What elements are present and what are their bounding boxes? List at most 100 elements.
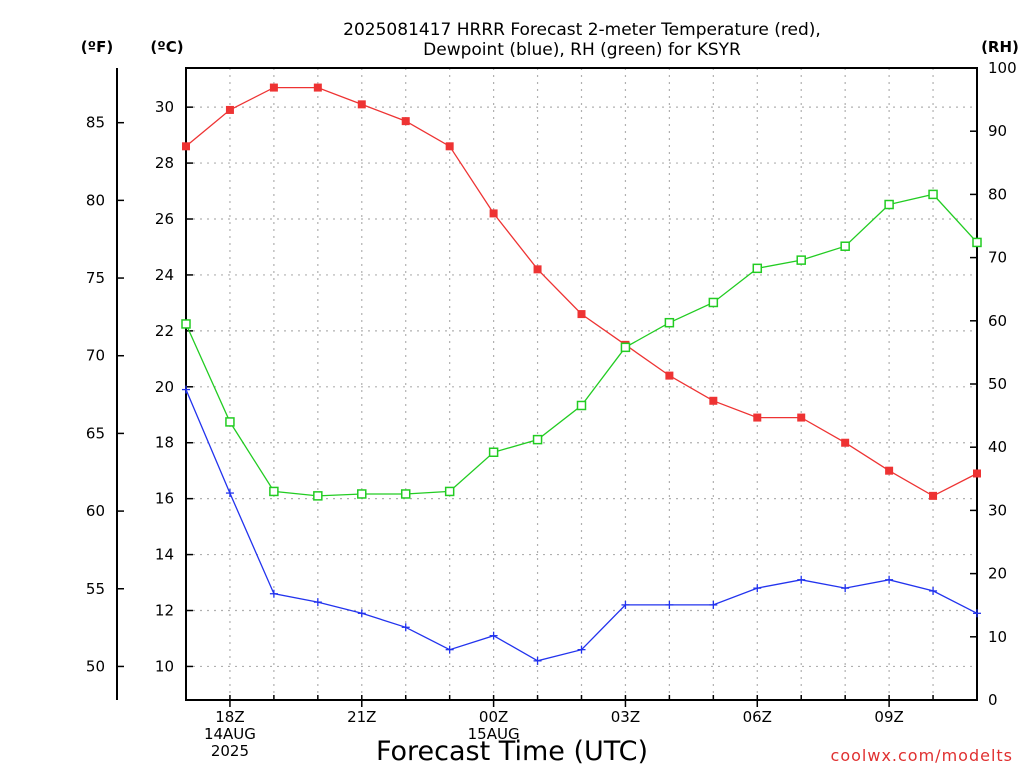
temperature-point — [445, 142, 454, 151]
celsius-tick-label: 10 — [155, 657, 174, 675]
rh-tick-label: 0 — [988, 691, 998, 709]
dewpoint-point — [445, 645, 454, 654]
rh-point — [796, 255, 806, 265]
fahrenheit-tick-label: 65 — [86, 424, 105, 442]
dewpoint-point — [577, 645, 586, 654]
x-tick-label: 2025 — [211, 742, 249, 760]
chart-title-line1: 2025081417 HRRR Forecast 2-meter Tempera… — [343, 20, 821, 40]
rh-point — [488, 447, 499, 458]
rh-point — [357, 489, 367, 499]
temperature-point — [797, 413, 806, 422]
celsius-tick-label: 30 — [155, 98, 174, 116]
rh-point — [664, 317, 675, 328]
rh-tick-label: 100 — [988, 59, 1017, 77]
fahrenheit-tick-label: 70 — [86, 347, 105, 365]
temperature-point — [929, 491, 938, 500]
temperature-point — [225, 105, 234, 114]
celsius-tick-label: 14 — [155, 546, 174, 564]
dewpoint-point — [841, 584, 850, 593]
rh-tick-label: 40 — [988, 438, 1007, 456]
rh-tick-label: 70 — [988, 249, 1007, 267]
temperature-line — [185, 86, 978, 497]
temperature-point — [269, 83, 278, 92]
data-series — [181, 83, 982, 665]
dewpoint-point — [885, 575, 894, 584]
fahrenheit-tick-label: 50 — [86, 657, 105, 675]
rh-point — [181, 319, 191, 329]
dewpoint-point — [797, 575, 806, 584]
dewpoint-point — [269, 589, 278, 598]
rh-tick-label: 80 — [988, 185, 1007, 203]
celsius-tick-label: 26 — [155, 210, 174, 228]
dewpoint-point — [621, 600, 630, 609]
dewpoint-point — [665, 600, 674, 609]
x-tick-label: 21Z — [347, 708, 376, 726]
dewpoint-point — [225, 489, 234, 498]
rh-tick-label: 20 — [988, 565, 1007, 583]
chart-title-line2: Dewpoint (blue), RH (green) for KSYR — [423, 40, 741, 60]
rh-tick-label: 90 — [988, 122, 1007, 140]
dewpoint-point — [973, 609, 981, 618]
rh-tick-label: 60 — [988, 312, 1007, 330]
temperature-point — [973, 469, 981, 478]
dewpoint-point — [182, 385, 190, 394]
temperature-point — [709, 396, 718, 405]
fahrenheit-tick-label: 55 — [86, 580, 105, 598]
dewpoint-point — [753, 584, 762, 593]
temperature-point — [313, 83, 322, 92]
fahrenheit-tick-label: 60 — [86, 502, 105, 520]
rh-tick-label: 10 — [988, 628, 1007, 646]
rh-point — [269, 486, 279, 497]
temperature-point — [885, 466, 894, 475]
rh-tick-label: 30 — [988, 501, 1007, 519]
rh-point — [444, 486, 455, 497]
dewpoint-point — [401, 623, 410, 632]
celsius-tick-label: 18 — [155, 434, 174, 452]
rh-point — [313, 491, 323, 501]
dewpoint-line — [185, 389, 978, 662]
fahrenheit-tick-label: 85 — [86, 114, 105, 132]
x-tick-label: 03Z — [611, 708, 640, 726]
axes — [116, 67, 978, 707]
rh-point — [972, 237, 982, 248]
celsius-tick-label: 16 — [155, 490, 174, 508]
temperature-point — [665, 371, 674, 380]
dewpoint-point — [709, 600, 718, 609]
rh-unit-label: (RH) — [981, 38, 1019, 56]
celsius-tick-label: 28 — [155, 154, 174, 172]
temperature-point — [182, 142, 190, 151]
x-tick-label: 06Z — [743, 708, 772, 726]
rh-tick-label: 50 — [988, 375, 1007, 393]
rh-point — [620, 342, 631, 353]
fahrenheit-tick-label: 80 — [86, 191, 105, 209]
tick-labels: 10 12 14 16 18 20 22 24 26 28 30 50 55 60 65 70 75 80 85 0 1… — [86, 59, 1017, 760]
x-tick-label: 15AUG — [468, 725, 520, 743]
dewpoint-point — [929, 586, 938, 595]
rh-point — [884, 199, 894, 210]
rh-point — [928, 189, 938, 200]
grid-lines — [186, 68, 977, 700]
celsius-tick-label: 20 — [155, 378, 174, 396]
celsius-unit-label: (ºC) — [150, 38, 183, 56]
rh-point — [708, 297, 719, 308]
dewpoint-point — [357, 609, 366, 618]
dewpoint-point — [313, 598, 322, 607]
x-axis-label: Forecast Time (UTC) — [376, 736, 648, 767]
x-tick-label: 09Z — [874, 708, 903, 726]
rh-point — [752, 263, 763, 274]
x-tick-label: 00Z — [479, 708, 508, 726]
rh-point — [576, 400, 587, 411]
temperature-point — [533, 265, 542, 274]
temperature-point — [577, 310, 586, 319]
x-tick-label: 14AUG — [204, 725, 256, 743]
dewpoint-point — [533, 656, 542, 665]
temperature-point — [489, 209, 498, 218]
dewpoint-point — [489, 631, 498, 640]
rh-point — [532, 434, 543, 445]
celsius-tick-label: 24 — [155, 266, 174, 284]
temperature-point — [753, 413, 762, 422]
fahrenheit-tick-label: 75 — [86, 269, 105, 287]
temperature-point — [401, 117, 410, 126]
temperature-point — [841, 438, 850, 447]
rh-point — [225, 417, 235, 427]
